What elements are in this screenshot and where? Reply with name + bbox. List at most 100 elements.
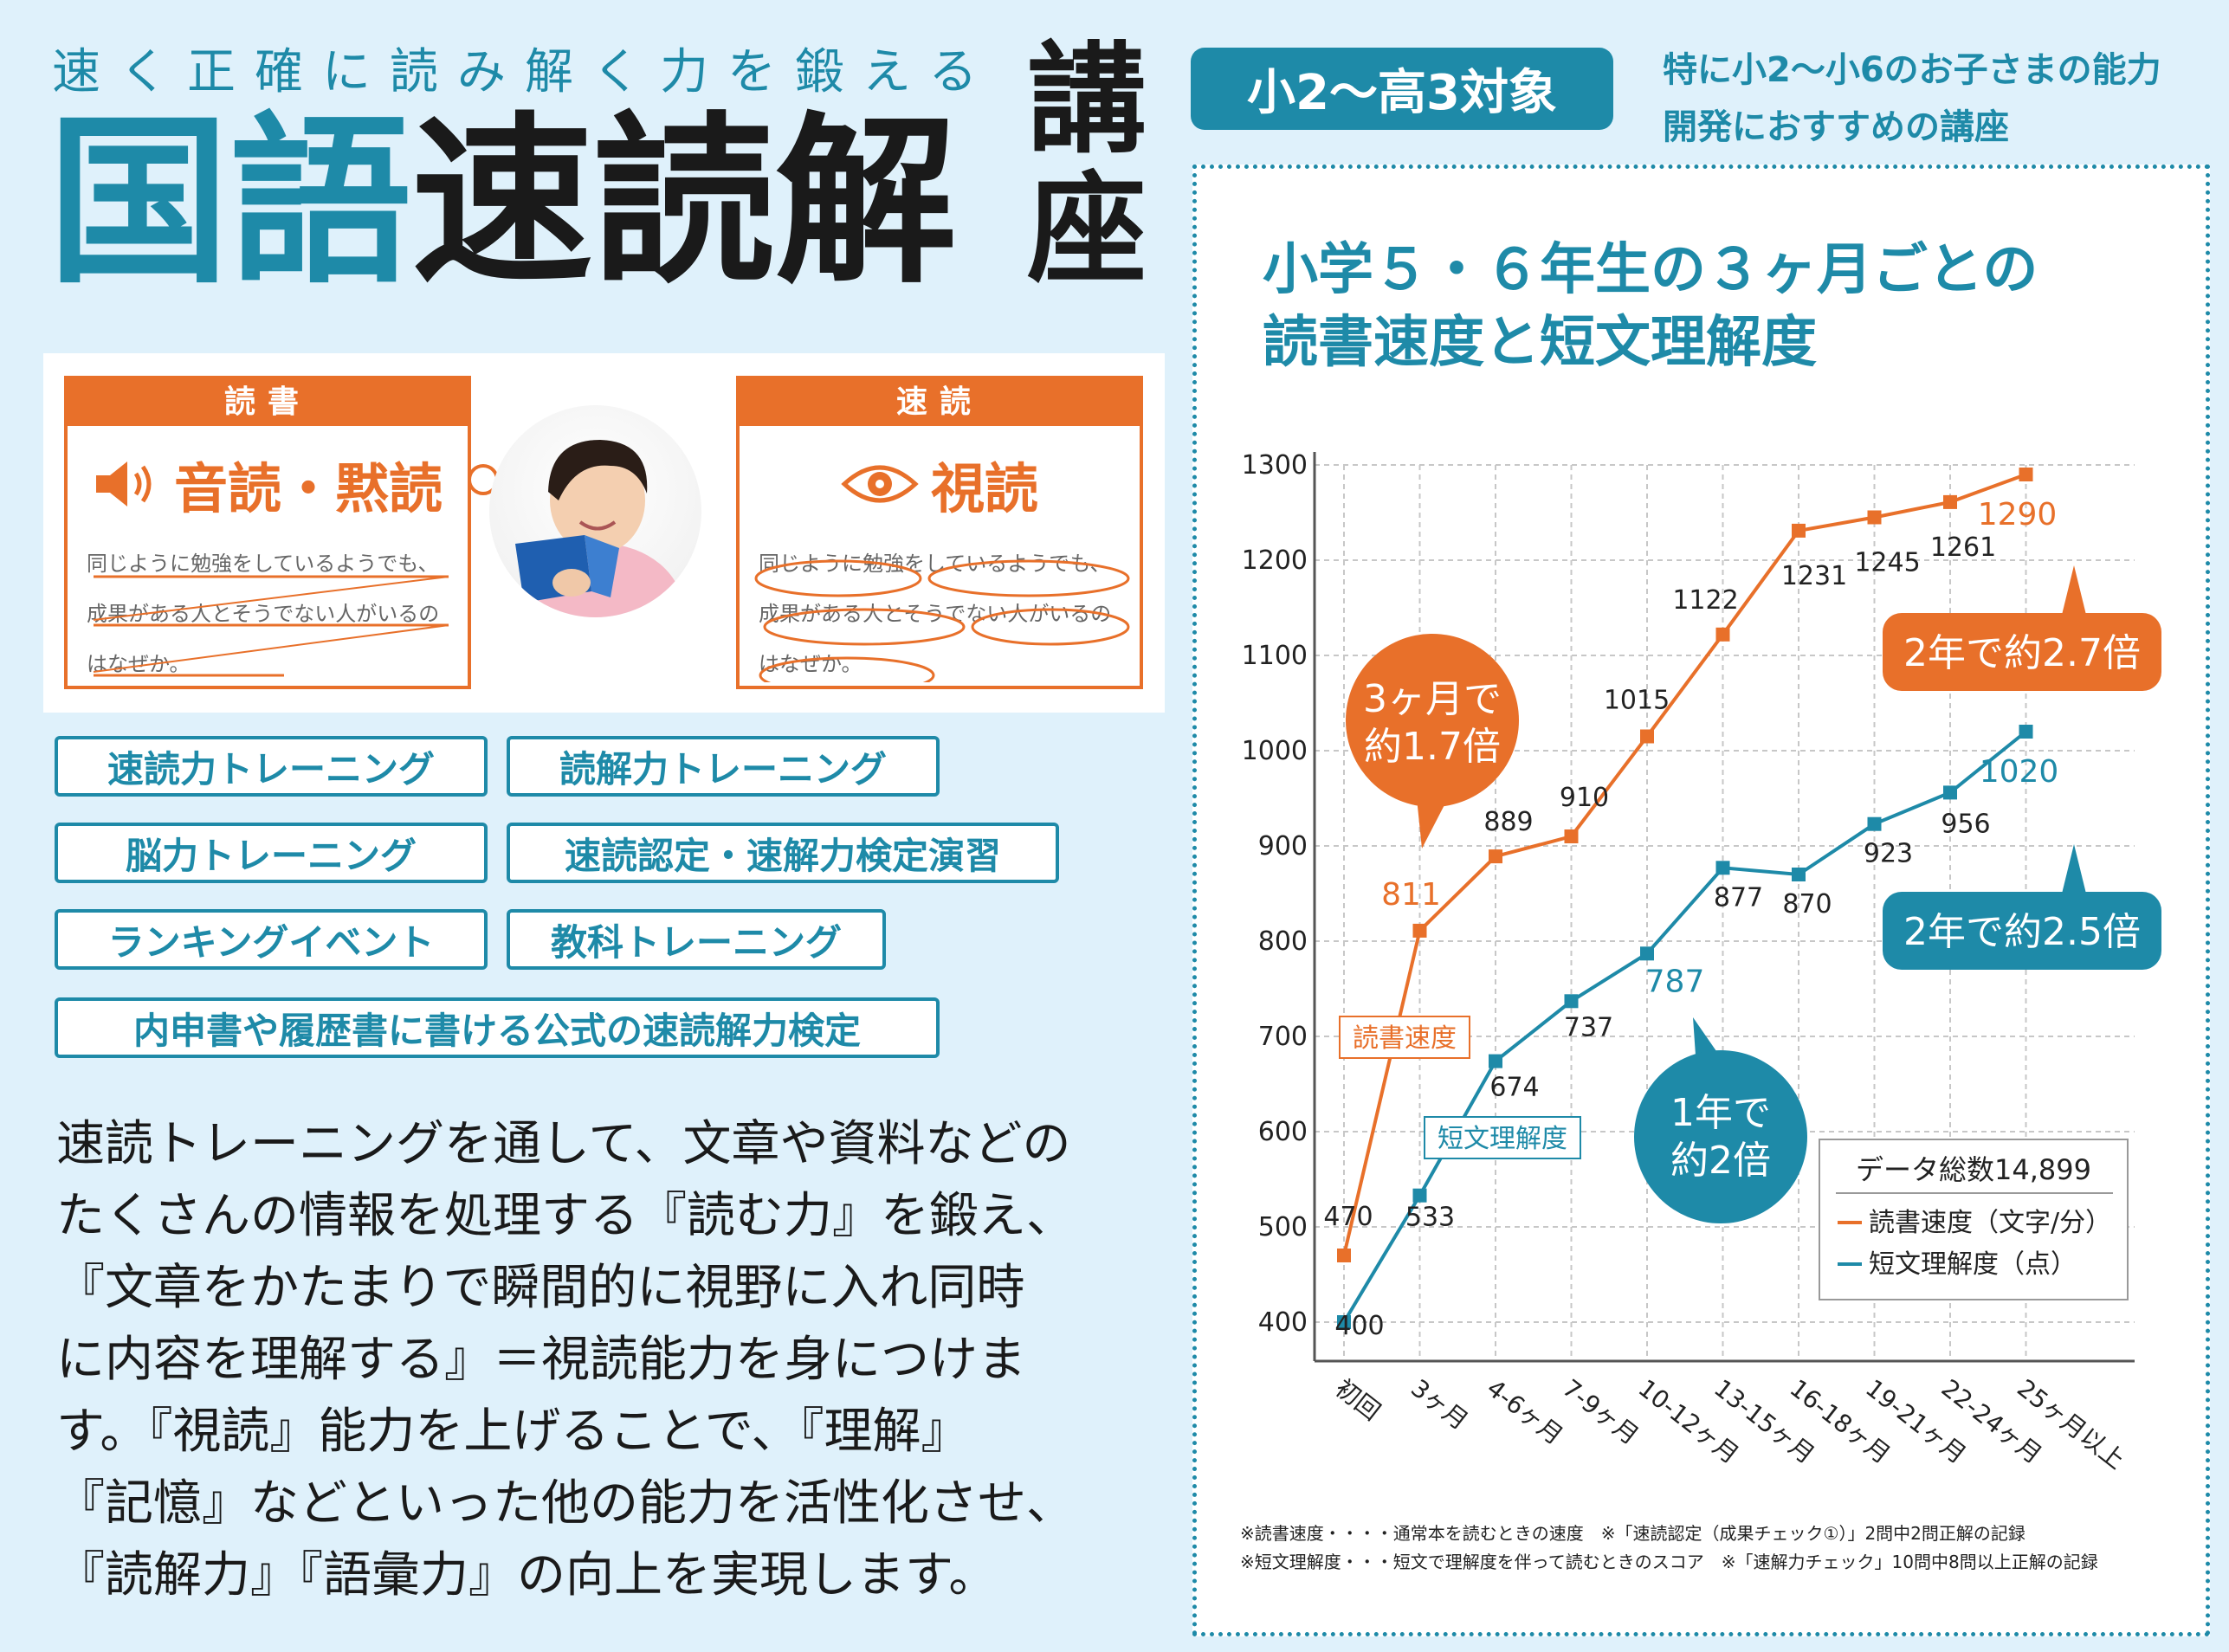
callout-pointer [2062,565,2086,615]
callout-text: 2年で約2.7倍 [1903,631,2141,675]
ordinary-reading-box: 読書 音読・黙読 同じように勉強をしているようでも、成果がある人とそうでない人が… [64,376,471,689]
data-point [1564,994,1579,1009]
x-tick-label: 7-9ヶ月 [1557,1374,1644,1451]
data-point [1867,816,1882,831]
legend-label: 短文理解度（点） [1869,1249,2077,1280]
tag-subject-training: 教科トレーニング [507,909,886,970]
data-label: 811 [1381,877,1441,913]
tag-brain-training: 脳力トレーニング [55,823,488,883]
data-point [1792,868,1806,881]
data-point [1715,861,1730,875]
description-line: たくさんの情報を処理する『読む力』を鍛え、 [56,1188,1075,1244]
series-line [1342,473,2027,1256]
data-label: 910 [1560,783,1609,813]
y-tick-label: 1200 [1242,545,1308,576]
tagline: 速く正確に読み解く力を鍛える [52,44,997,100]
tag-official-certification: 内申書や履歴書に書ける公式の速読解力検定 [55,997,940,1058]
data-point [1715,627,1730,642]
main-title-teal: 国語 [48,94,412,308]
data-point [1792,523,1806,538]
callout-pill [1883,892,2161,970]
data-label: 956 [1941,809,1990,839]
main-title: 国語速読解 [48,102,957,301]
speed-reading-label: 視読 [930,457,1038,520]
description-line: 『文章をかたまりで瞬間的に視野に入れ同時 [56,1260,1025,1316]
speed-reading-box: 速読 視読 同じように勉強をしているようでも、成果がある人とそうでない人がいるの… [736,376,1143,689]
target-note-line: 開発におすすめの講座 [1663,107,2009,147]
chart-title-line: 小学５・６年生の３ヶ月ごとの [1263,238,2038,302]
data-label: 1122 [1672,585,1738,616]
x-tick-label: 初回 [1330,1374,1386,1426]
series-name-label: 読書速度 [1353,1023,1457,1054]
speaker-icon [95,461,152,507]
data-label: 889 [1483,807,1533,837]
speed-reading-title: 視読 [740,445,1140,523]
tag-ranking-event: ランキングイベント [55,909,488,970]
title-vertical-char-2: 座 [1026,158,1147,300]
callout-text: 約2倍 [1670,1139,1771,1183]
chart-legend: データ総数14,899 読書速度（文字/分） 短文理解度（点） [1819,1139,2129,1300]
tag-certification-practice: 速読認定・速解力検定演習 [507,823,1059,883]
ordinary-reading-label: 音読・黙読 [173,457,443,520]
data-label: 1290 [1978,497,2058,532]
callout-pointer [2062,844,2086,894]
eye-icon [841,465,919,503]
data-point [2019,725,2033,739]
callout-text: 1年で [1670,1091,1771,1135]
chart-title: 小学５・６年生の３ヶ月ごとの 読書速度と短文理解度 [1263,234,2181,379]
data-label: 674 [1489,1073,1539,1103]
callout-text: 約1.7倍 [1364,725,1501,769]
data-point [1412,923,1427,938]
data-label: 533 [1405,1203,1455,1233]
callout-pill [1883,613,2161,691]
description-line: 速読トレーニングを通して、文章や資料などの [56,1116,1071,1172]
description-line: 『読解力』『語彙力』の向上を実現します。 [56,1547,998,1604]
data-label: 787 [1645,964,1705,999]
data-label: 737 [1564,1012,1613,1042]
data-label: 1245 [1854,548,1920,578]
data-point [1337,1249,1351,1262]
description-line: 『記憶』などといった他の能力を活性化させ、 [56,1475,1075,1532]
x-tick-label: 4-6ヶ月 [1482,1374,1568,1451]
description-paragraph: 速読トレーニングを通して、文章や資料などの たくさんの情報を処理する『読む力』を… [56,1108,1173,1611]
reading-path-lines [93,575,449,677]
callout-circle [1346,634,1519,807]
boy-reading-icon [515,440,684,617]
data-point [1867,510,1882,525]
callout-circle [1634,1050,1807,1223]
data-label: 1020 [1980,754,2059,790]
description-line: す。『視読』能力を上げることで、『理解』 [56,1404,970,1460]
ordinary-reading-header: 読書 [68,379,468,426]
speed-reading-header: 速読 [740,379,1140,426]
main-title-black: 速読解 [411,94,958,308]
data-label: 470 [1323,1202,1373,1232]
legend-title: データ総数14,899 [1856,1153,2091,1186]
chunk-circles [754,559,1130,682]
y-tick-label: 800 [1258,926,1308,957]
data-label: 923 [1864,839,1913,869]
target-note-line: 特に小2〜小6のお子さまの能力 [1663,50,2161,90]
data-point [1489,849,1502,864]
reading-illustration: 読書 音読・黙読 同じように勉強をしているようでも、成果がある人とそうでない人が… [43,353,1165,713]
x-tick-label: 3ヶ月 [1405,1374,1473,1436]
data-point [2019,468,2033,481]
y-tick-label: 600 [1258,1117,1308,1147]
y-tick-label: 700 [1258,1022,1308,1052]
series-name-box [1339,1016,1470,1059]
target-grade-badge: 小2〜高3対象 [1191,48,1613,130]
callout-pointer [1417,798,1448,849]
data-point [1412,1188,1427,1203]
callout-text: 3ヶ月で [1363,677,1502,721]
data-label: 870 [1782,889,1832,920]
tag-speed-reading-training: 速読力トレーニング [55,736,488,797]
y-tick-label: 1000 [1242,736,1308,766]
series-name-box [1424,1116,1581,1159]
y-tick-label: 900 [1258,831,1308,861]
data-label: 1231 [1781,561,1847,591]
boy-reading-photo [489,405,701,617]
data-point [1489,1054,1502,1068]
data-point [1943,785,1957,800]
y-tick-label: 500 [1258,1212,1308,1242]
